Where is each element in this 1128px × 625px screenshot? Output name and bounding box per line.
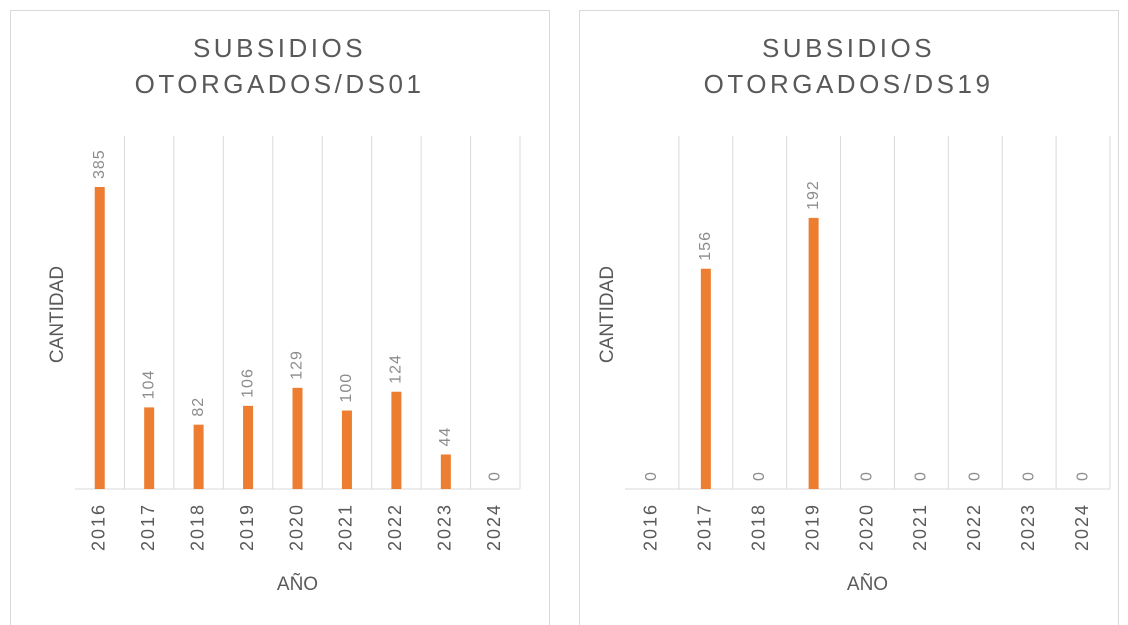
x-tick-label: 2021 [336,503,356,551]
bar [808,217,819,489]
value-label: 156 [697,231,714,261]
x-tick-label: 2018 [748,503,768,551]
x-tick-label: 2022 [385,503,405,551]
bar [440,454,451,489]
x-tick-label: 2024 [1072,503,1092,551]
value-label: 129 [289,350,306,380]
bar [341,410,352,489]
x-tick-label: 2017 [138,503,158,551]
value-label: 124 [388,354,405,384]
bar [144,407,155,489]
bar [243,405,254,489]
x-tick-label: 2023 [1018,503,1038,551]
title-box: SUBSIDIOS OTORGADOS/DS01 [134,33,425,99]
value-label: 0 [643,471,660,481]
x-tick-label: 2016 [641,503,661,551]
value-label: 104 [140,370,157,400]
title-box: SUBSIDIOS OTORGADOS/DS19 [703,33,994,99]
panel [579,10,1119,625]
y-axis-label: CANTIDAD [47,266,68,363]
bar [292,387,303,489]
x-tick-label: 2022 [964,503,984,551]
value-label: 44 [437,427,454,447]
value-label: 192 [805,180,822,210]
bar [391,391,402,489]
x-tick-label: 2017 [695,503,715,551]
value-label: 0 [1074,471,1091,481]
value-label: 0 [1020,471,1037,481]
x-tick-label: 2024 [484,503,504,551]
bar [94,186,105,489]
value-label: 0 [751,471,768,481]
value-label: 0 [966,471,983,481]
x-tick-label: 2020 [856,503,876,551]
x-tick-label: 2018 [187,503,207,551]
x-tick-label: 2023 [435,503,455,551]
bar [700,268,711,489]
x-tick-label: 2019 [237,503,257,551]
x-tick-label: 2020 [286,503,306,551]
chart-title: SUBSIDIOS OTORGADOS/DS01 [134,33,425,99]
value-label: 106 [239,368,256,398]
value-label: 0 [486,471,503,481]
chart-title: SUBSIDIOS OTORGADOS/DS19 [703,33,994,99]
value-label: 82 [190,397,207,417]
value-label: 385 [91,149,108,179]
x-axis-label: AÑO [277,573,318,595]
bar [193,424,204,489]
x-axis-label: AÑO [847,573,888,595]
value-label: 100 [338,373,355,403]
value-label: 0 [859,471,876,481]
value-label: 0 [913,471,930,481]
x-tick-label: 2016 [88,503,108,551]
x-tick-label: 2021 [910,503,930,551]
y-axis-label: CANTIDAD [597,266,618,363]
x-tick-label: 2019 [802,503,822,551]
